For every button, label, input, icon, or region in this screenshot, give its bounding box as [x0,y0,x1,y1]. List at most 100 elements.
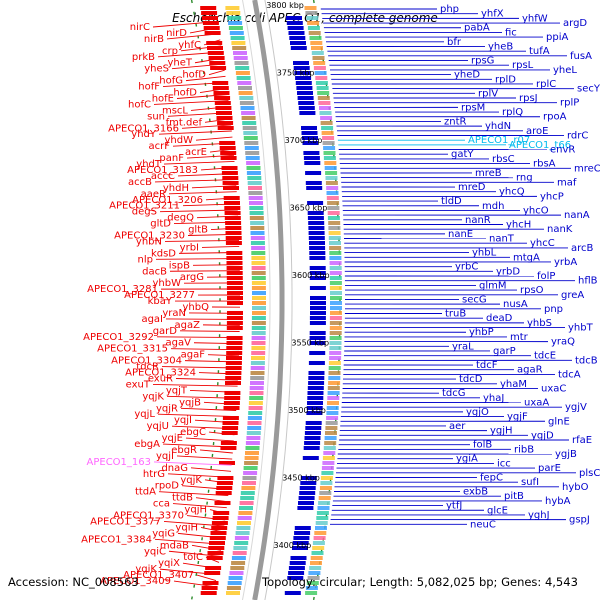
feature-block [308,31,321,35]
feature-block [238,86,252,90]
gene-label-right: mreC [574,163,600,174]
gene-block-right [303,151,320,155]
feature-block [244,461,259,465]
feature-block [329,321,342,325]
feature-block [251,246,266,250]
gene-label-left: yheS [144,64,169,75]
feature-block [228,26,243,30]
gene-label-right: secY [577,84,600,95]
feature-block [325,171,338,175]
gene-block-left [220,446,237,450]
feature-block [327,391,340,395]
right-leader-lines [320,8,577,525]
gene-label-right: APECO1_r07 [468,135,530,146]
gene-label-right: rbsA [533,159,556,170]
gene-block-right [309,321,326,325]
gene-label-left: yraN [162,308,186,319]
leader-line-left [194,57,224,64]
gene-label-right: tufA [529,46,550,57]
gene-label-left: hofD [173,88,197,99]
gene-label-right: uxaC [541,383,566,394]
feature-block [312,546,325,550]
feature-block [242,476,257,480]
gene-block-left [207,46,223,50]
gene-label-left: crp [162,46,178,57]
gene-label-left: APECO1_3183 [127,165,198,176]
gene-block-left [201,11,218,15]
kbp-mark: 3750 kbp [277,69,315,78]
feature-block [313,66,326,70]
feature-block [316,511,329,515]
gene-block-left [212,516,229,520]
ring-ruler-band [252,0,285,600]
feature-block [251,336,266,340]
feature-block [307,576,320,580]
feature-block [310,561,322,565]
gene-block-left [223,401,240,405]
gene-block-right [287,576,304,580]
gene-label-right: mreB [475,168,502,179]
gene-block-left [226,316,243,320]
feature-block [314,71,327,75]
feature-block [328,236,341,240]
kbp-mark: 3550 kbp [291,339,329,348]
feature-block [318,501,331,505]
feature-block [318,496,331,500]
feature-block [329,241,341,245]
feature-block [251,276,266,280]
leader-line-left [166,395,237,399]
gene-label-left: yheT [167,58,192,69]
feature-block [235,71,250,75]
gene-block-right [305,426,322,430]
leader-line-left [196,574,217,582]
feature-block [234,536,249,540]
gene-block-left [227,296,243,300]
gene-label-left: htrG [143,469,165,480]
feature-block [323,151,336,155]
feature-block [228,21,243,25]
feature-block [251,316,266,320]
gene-label-right: yhfX [481,9,504,20]
gene-label-left: APECO1_3407 [123,570,194,581]
leader-line-left [193,342,240,345]
leader-line-left [167,112,230,117]
gene-label-right: fusA [570,51,592,62]
gene-block-left [226,261,243,265]
gene-label-right: tdcD [459,374,483,385]
feature-block [311,46,323,50]
feature-block [248,186,262,190]
gene-label-right: folB [473,440,492,451]
feature-block [247,421,262,425]
feature-block [250,376,265,380]
gene-label-right: yhfW [522,13,548,24]
feature-block [251,351,266,355]
gene-label-left: APECO1_3315 [97,344,168,355]
feature-block [314,531,327,535]
feature-block [250,226,265,230]
gene-block-right [288,31,305,35]
gene-block-left [224,211,241,215]
gene-block-left [213,511,230,515]
feature-block [251,256,266,260]
leader-line-left [195,136,233,141]
feature-block [249,391,264,395]
gene-label-right: nusA [503,299,528,310]
gene-label-left: yqjH [184,505,207,516]
kbp-mark: 3650 kbp [290,204,328,213]
gene-label-right: tldD [441,196,462,207]
gene-block-left [211,526,228,530]
gene-label-right: tdcA [558,369,581,380]
feature-block [250,241,265,245]
gene-block-right [309,276,326,280]
feature-block [245,446,260,450]
gene-label-right: rplC [536,79,556,90]
gene-label-right: ppiA [546,32,568,43]
gene-block-right [309,246,326,250]
gene-block-left [214,101,231,105]
gene-label-right: ygjF [507,412,528,423]
gene-block-right [298,106,315,110]
gene-block-right [306,186,323,190]
feature-block [245,451,259,455]
gene-block-right [297,96,314,100]
gene-block-left [201,586,218,590]
